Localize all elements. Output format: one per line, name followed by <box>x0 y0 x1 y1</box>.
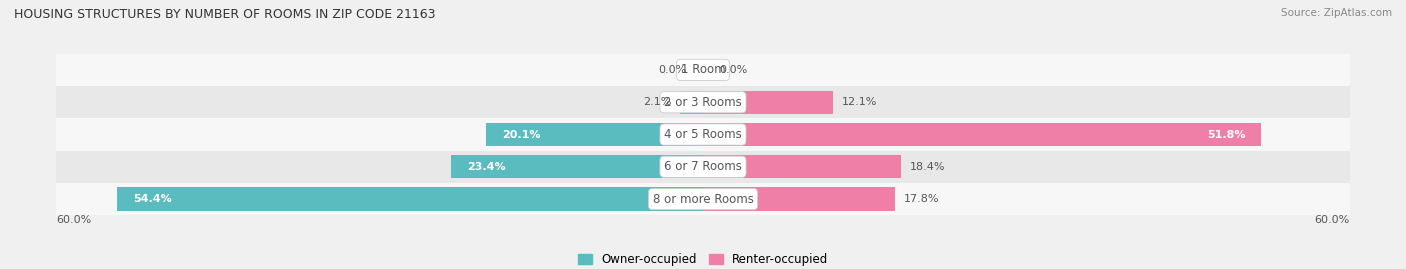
Bar <box>56 118 1350 151</box>
Text: 8 or more Rooms: 8 or more Rooms <box>652 193 754 206</box>
Text: 23.4%: 23.4% <box>467 162 506 172</box>
Bar <box>703 187 894 211</box>
Legend: Owner-occupied, Renter-occupied: Owner-occupied, Renter-occupied <box>572 248 834 269</box>
Bar <box>56 54 1350 86</box>
Bar <box>117 187 703 211</box>
Bar <box>56 86 1350 118</box>
Text: 4 or 5 Rooms: 4 or 5 Rooms <box>664 128 742 141</box>
Bar <box>703 91 834 114</box>
Bar <box>56 151 1350 183</box>
Bar <box>56 183 1350 215</box>
Text: 6 or 7 Rooms: 6 or 7 Rooms <box>664 160 742 173</box>
Text: Source: ZipAtlas.com: Source: ZipAtlas.com <box>1281 8 1392 18</box>
Text: 0.0%: 0.0% <box>658 65 688 75</box>
Text: HOUSING STRUCTURES BY NUMBER OF ROOMS IN ZIP CODE 21163: HOUSING STRUCTURES BY NUMBER OF ROOMS IN… <box>14 8 436 21</box>
Bar <box>703 155 901 178</box>
Text: 12.1%: 12.1% <box>842 97 877 107</box>
Text: 0.0%: 0.0% <box>720 65 748 75</box>
Bar <box>681 91 703 114</box>
Text: 20.1%: 20.1% <box>502 129 541 140</box>
Text: 18.4%: 18.4% <box>910 162 945 172</box>
Text: 60.0%: 60.0% <box>1315 215 1350 225</box>
Text: 60.0%: 60.0% <box>56 215 91 225</box>
Text: 2 or 3 Rooms: 2 or 3 Rooms <box>664 96 742 109</box>
Text: 2.1%: 2.1% <box>644 97 672 107</box>
Bar <box>703 123 1261 146</box>
Text: 54.4%: 54.4% <box>132 194 172 204</box>
Text: 1 Room: 1 Room <box>681 63 725 76</box>
Bar <box>486 123 703 146</box>
Text: 51.8%: 51.8% <box>1206 129 1246 140</box>
Bar <box>451 155 703 178</box>
Text: 17.8%: 17.8% <box>904 194 939 204</box>
